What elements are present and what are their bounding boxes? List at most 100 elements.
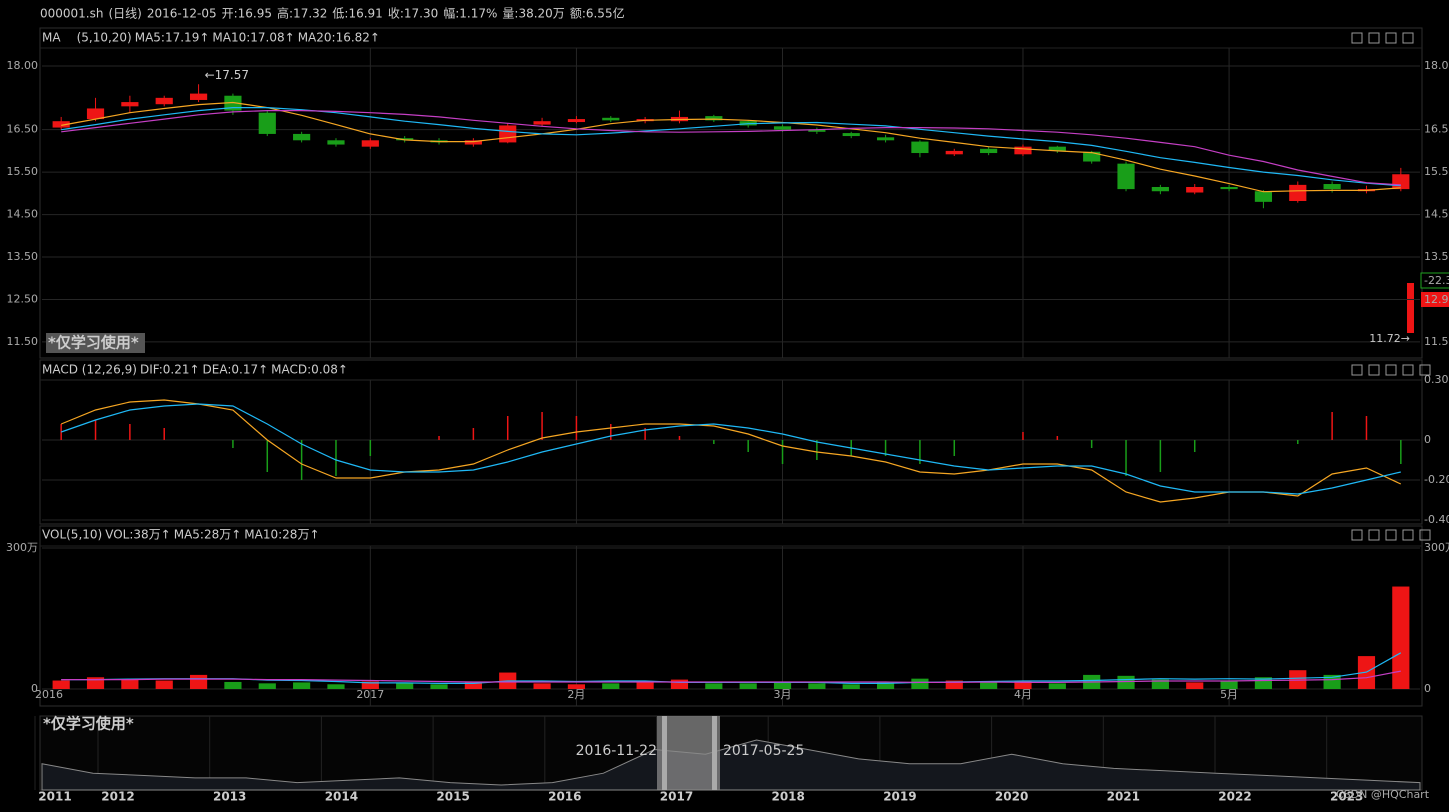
legend-item: MA5:28万↑ [174,528,242,542]
info-item: (日线) [108,7,141,21]
legend-item: DIF:0.21↑ [140,363,200,377]
navigator-year: 2015 [436,790,469,804]
toolbar-button[interactable] [1351,529,1363,541]
info-item: 收:17.30 [388,7,438,21]
candle-body [121,102,139,107]
legend-item: MA20:16.82↑ [298,31,380,45]
y-tick-label-left: 15.50 [7,165,39,178]
candle-body [155,97,173,105]
toolbar-button[interactable] [1368,32,1380,44]
navigator-handle[interactable] [712,716,717,790]
toolbar-button[interactable] [1385,32,1397,44]
volume-bar [876,682,895,689]
annotation: 11.72→ [1369,332,1410,345]
candle-body [396,138,414,141]
panel-frame [39,27,1423,359]
candle-body [533,121,551,125]
legend-item: MA5:17.19↑ [135,31,210,45]
indicator-line [61,403,1401,495]
volume-bar [1117,675,1135,689]
navigator-watermark: *仅学习使用* [43,715,134,733]
volume-bar [1014,681,1032,689]
y-tick-label-right: 11.50 [1424,335,1449,348]
navigator-year: 2020 [995,790,1028,804]
y-tick-label-right: 18.00 [1424,59,1449,72]
annotation: ←17.57 [205,68,249,82]
volume-bar [808,683,826,689]
y-tick-label-left: 300万 [6,541,38,554]
toolbar-button[interactable] [1351,364,1363,376]
volume-bar [945,680,963,689]
volume-bar [430,684,448,689]
y-tick-label-left: 16.50 [7,123,39,136]
volume-bar [189,674,208,689]
toolbar-button[interactable] [1368,364,1380,376]
info-item: 幅:1.17% [443,6,497,21]
candle-body [499,125,517,143]
legend-item: VOL(5,10) [42,528,102,542]
candle-body [224,95,242,111]
toolbar-button[interactable] [1419,529,1431,541]
candle-body [705,116,723,121]
candle-body [1117,163,1135,190]
y-tick-label-right: 0 [1424,682,1431,695]
watermark-bg [46,333,145,353]
candle-body [808,129,826,132]
volume-bar [533,683,551,689]
volume-bar [670,679,689,689]
candle-body [980,148,998,154]
volume-bar [911,678,929,689]
legend-item: MACD:0.08↑ [271,363,348,377]
y-tick-label-right: 13.50 [1424,250,1449,263]
toolbar-button[interactable] [1419,364,1431,376]
navigator-year: 2011 [38,790,71,804]
volume-bar [1323,674,1341,689]
toolbar-button[interactable] [1385,529,1397,541]
candle-body [1220,186,1238,190]
navigator-year: 2018 [771,790,804,804]
candle-body [258,112,276,134]
navigator-year: 2016 [548,790,581,804]
side-label-box [1420,272,1449,289]
navigator-year: 2022 [1218,790,1251,804]
navigator-selection[interactable] [657,716,720,790]
side-label-box [1421,292,1449,307]
y-tick-label-left: 18.00 [7,59,39,72]
y-tick-label-right: 15.50 [1424,165,1449,178]
y-tick-label-right: 300万 [1424,541,1449,554]
toolbar-button[interactable] [1368,529,1380,541]
volume-bar [86,677,105,689]
candle-body [1186,186,1204,193]
volume-bar [327,684,345,689]
legend-item: MACD (12,26,9) [42,363,137,377]
toolbar-button[interactable] [1402,364,1414,376]
legend-item: MA10:28万↑ [244,528,319,542]
navigator-year: 2013 [213,790,246,804]
x-tick-label: 2016 [35,688,63,701]
navigator-year: 2017 [660,790,693,804]
y-tick-label-left: 13.50 [7,250,39,263]
side-label: -22.3 [1424,274,1449,287]
navigator-year: 2014 [325,790,358,804]
toolbar-button[interactable] [1385,364,1397,376]
candle-body [876,137,895,141]
volume-bar [1151,679,1169,689]
toolbar-button[interactable] [1351,32,1363,44]
candle-body [1289,184,1307,201]
toolbar-button[interactable] [1402,32,1414,44]
candle-body [1151,186,1169,192]
y-tick-label-right: 14.50 [1424,208,1449,221]
x-tick-label: 2月 [567,688,585,701]
volume-bar [705,683,723,689]
navigator-handle[interactable] [662,716,667,790]
y-tick-label-left: 11.50 [7,335,39,348]
volume-bar [1186,682,1204,689]
side-label: 12.9 [1424,293,1449,306]
navigator-year: 2021 [1107,790,1140,804]
candle-body [1048,146,1066,151]
toolbar-button[interactable] [1402,529,1414,541]
volume-bar [636,682,654,689]
legend-item: MA10:17.08↑ [212,31,294,45]
candle-body [842,133,860,137]
candle-body [567,119,586,123]
